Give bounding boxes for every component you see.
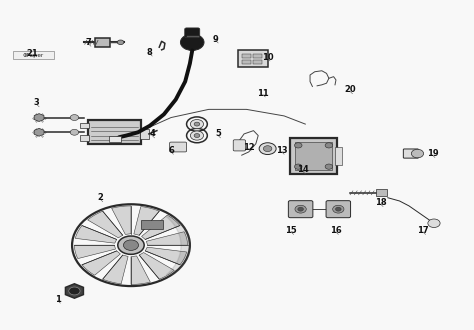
- Circle shape: [191, 119, 203, 129]
- Circle shape: [298, 207, 303, 211]
- Circle shape: [118, 236, 144, 254]
- Polygon shape: [112, 206, 131, 234]
- FancyBboxPatch shape: [233, 140, 246, 151]
- Polygon shape: [34, 114, 44, 121]
- Text: 4: 4: [149, 129, 155, 138]
- Text: 21: 21: [26, 49, 38, 58]
- Circle shape: [191, 131, 203, 140]
- FancyBboxPatch shape: [336, 147, 342, 165]
- FancyBboxPatch shape: [13, 51, 54, 59]
- Circle shape: [428, 219, 440, 227]
- Circle shape: [325, 143, 333, 148]
- Polygon shape: [75, 225, 117, 243]
- Polygon shape: [65, 284, 83, 298]
- Text: 19: 19: [427, 149, 438, 158]
- Polygon shape: [139, 252, 174, 279]
- FancyBboxPatch shape: [326, 201, 351, 218]
- Circle shape: [123, 240, 138, 250]
- FancyBboxPatch shape: [141, 220, 163, 229]
- Text: 2: 2: [98, 193, 103, 202]
- Circle shape: [325, 164, 333, 169]
- FancyBboxPatch shape: [403, 149, 419, 158]
- Text: 1: 1: [55, 295, 61, 304]
- Text: 17: 17: [417, 226, 429, 235]
- FancyBboxPatch shape: [88, 120, 141, 145]
- Text: 12: 12: [243, 143, 255, 151]
- Circle shape: [194, 122, 200, 126]
- FancyBboxPatch shape: [140, 129, 149, 139]
- Polygon shape: [142, 215, 180, 240]
- FancyBboxPatch shape: [290, 138, 337, 174]
- Text: 18: 18: [375, 198, 386, 207]
- Polygon shape: [34, 128, 44, 136]
- Circle shape: [194, 134, 200, 138]
- Circle shape: [411, 149, 424, 158]
- FancyBboxPatch shape: [288, 201, 313, 218]
- Text: 8: 8: [147, 48, 153, 57]
- Text: 11: 11: [257, 88, 269, 97]
- Circle shape: [333, 205, 344, 213]
- Text: 9: 9: [213, 35, 219, 44]
- Text: 5: 5: [215, 129, 221, 138]
- Text: 6: 6: [168, 146, 174, 155]
- Text: 3: 3: [34, 98, 40, 107]
- Circle shape: [69, 287, 80, 295]
- Polygon shape: [74, 245, 116, 259]
- FancyBboxPatch shape: [375, 189, 387, 196]
- FancyBboxPatch shape: [295, 142, 332, 170]
- Polygon shape: [145, 247, 187, 265]
- Text: 13: 13: [276, 146, 288, 155]
- Circle shape: [295, 205, 306, 213]
- Circle shape: [70, 115, 79, 120]
- Circle shape: [70, 129, 79, 135]
- Circle shape: [117, 40, 124, 45]
- FancyBboxPatch shape: [185, 28, 200, 38]
- Text: 20: 20: [344, 85, 356, 94]
- Polygon shape: [146, 232, 188, 245]
- FancyBboxPatch shape: [242, 54, 251, 58]
- Text: 15: 15: [285, 226, 297, 235]
- FancyBboxPatch shape: [80, 135, 89, 141]
- Text: 14: 14: [297, 165, 309, 175]
- FancyBboxPatch shape: [95, 38, 110, 47]
- Circle shape: [336, 207, 341, 211]
- Circle shape: [294, 143, 302, 148]
- Text: 7: 7: [86, 38, 91, 47]
- Circle shape: [294, 164, 302, 169]
- Circle shape: [264, 146, 272, 151]
- Polygon shape: [103, 255, 128, 284]
- FancyBboxPatch shape: [170, 142, 187, 152]
- Text: ⊕Power: ⊕Power: [22, 52, 44, 57]
- Text: 16: 16: [330, 226, 342, 235]
- FancyBboxPatch shape: [254, 60, 262, 64]
- Circle shape: [181, 34, 204, 50]
- Polygon shape: [82, 251, 120, 275]
- FancyBboxPatch shape: [254, 54, 262, 58]
- FancyBboxPatch shape: [242, 60, 251, 64]
- Text: 10: 10: [262, 52, 273, 61]
- FancyBboxPatch shape: [238, 50, 268, 68]
- Polygon shape: [134, 207, 159, 235]
- Polygon shape: [88, 211, 123, 238]
- Polygon shape: [131, 256, 150, 284]
- Circle shape: [259, 143, 276, 154]
- FancyBboxPatch shape: [109, 136, 120, 143]
- FancyBboxPatch shape: [80, 123, 89, 128]
